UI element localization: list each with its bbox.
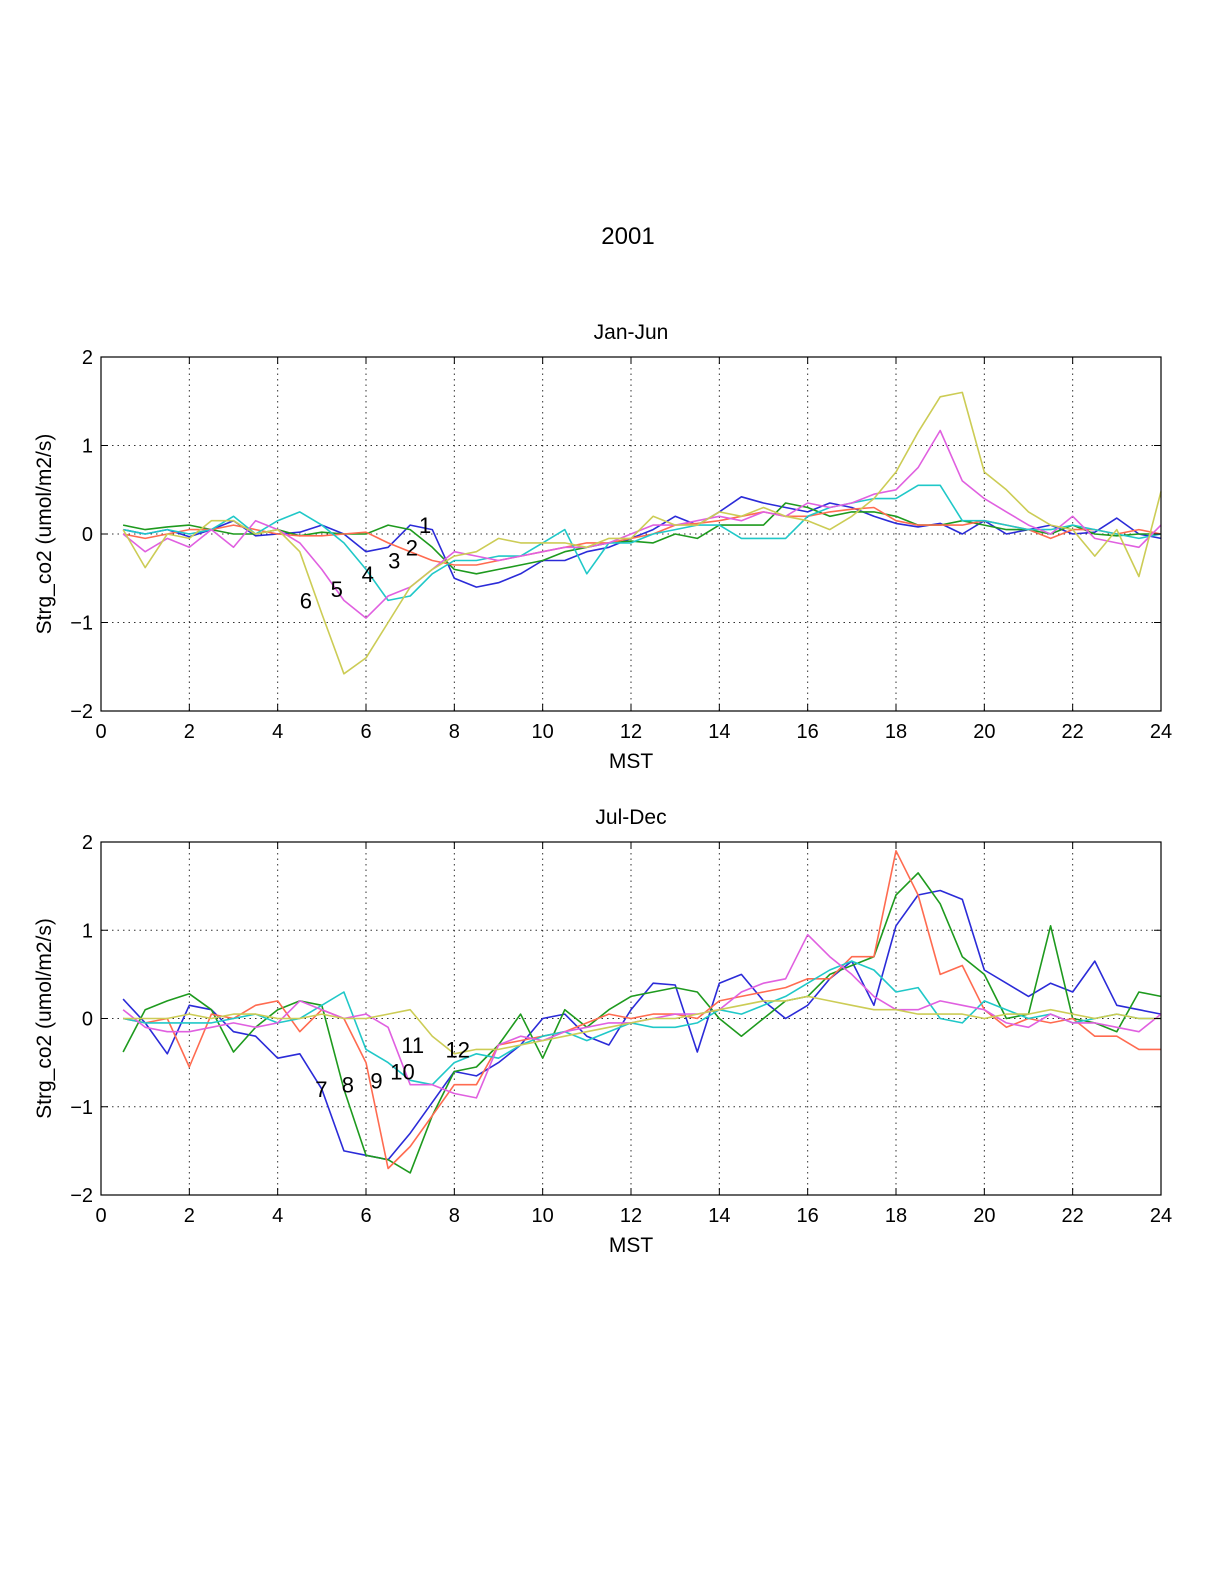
curve-label: 10	[390, 1059, 414, 1084]
x-axis-label: MST	[609, 750, 654, 773]
x-tick-label: 12	[620, 1205, 642, 1227]
curve-label: 8	[342, 1073, 354, 1098]
plots-container: 0 2 4 6 8 10 12 14 16 18 20 22 24−2−1012Jan-JunMSTSt…	[33, 321, 1172, 1257]
x-tick-label: 14	[708, 1205, 730, 1227]
y-axis-label: Strg_co2 (umol/m2/s)	[33, 918, 56, 1119]
curve-label: 3	[388, 549, 400, 574]
subplot-1: 0 2 4 6 8 10 12 14 16 18 20 22 24−2−1012Jan-JunMSTSt…	[33, 321, 1172, 773]
x-tick-label: 0	[95, 721, 106, 743]
x-tick-label: 8	[449, 721, 460, 743]
curve-label: 6	[300, 588, 312, 613]
series-line-5	[122, 429, 1162, 619]
y-tick-label: 1	[82, 436, 93, 458]
series-line-6	[122, 391, 1162, 675]
x-tick-label: 20	[973, 1205, 995, 1227]
x-tick-label: 18	[885, 1205, 907, 1227]
curve-label: 11	[401, 1033, 424, 1058]
figure-title: 2001	[601, 223, 654, 250]
x-tick-label: 0	[95, 1205, 106, 1227]
curve-label: 12	[446, 1037, 470, 1062]
series-line-7	[122, 889, 1162, 1161]
x-tick-label: 22	[1062, 721, 1084, 743]
x-tick-label: 2	[184, 721, 195, 743]
series-line-8	[122, 872, 1162, 1174]
x-tick-label: 6	[360, 721, 371, 743]
subplot-title: Jul-Dec	[595, 806, 666, 829]
y-tick-label: −1	[70, 1097, 93, 1119]
x-tick-label: 22	[1062, 1205, 1084, 1227]
curve-label: 4	[362, 562, 374, 587]
x-tick-label: 24	[1150, 1205, 1172, 1227]
x-tick-label: 14	[708, 721, 730, 743]
x-tick-label: 6	[360, 1205, 371, 1227]
y-tick-label: 0	[82, 1009, 93, 1031]
x-tick-label: 16	[797, 721, 819, 743]
x-tick-label: 8	[449, 1205, 460, 1227]
y-tick-label: −2	[70, 701, 93, 723]
x-tick-label: 4	[272, 721, 283, 743]
subplot-2: 0 2 4 6 8 10 12 14 16 18 20 22 24−2−1012Jul-DecMSTSt…	[33, 806, 1172, 1257]
y-tick-label: 0	[82, 524, 93, 546]
curve-label: 9	[370, 1068, 382, 1093]
series-line-1	[122, 495, 1162, 588]
x-tick-label: 20	[973, 721, 995, 743]
series-line-12	[123, 995, 1161, 1055]
y-tick-label: 2	[82, 832, 93, 854]
y-tick-label: 1	[82, 920, 93, 942]
x-tick-label: 4	[272, 1205, 283, 1227]
y-axis-label: Strg_co2 (umol/m2/s)	[33, 434, 56, 635]
subplot-title: Jan-Jun	[594, 321, 669, 344]
y-tick-label: 2	[82, 347, 93, 369]
series-line-4	[122, 484, 1162, 602]
x-tick-label: 24	[1150, 721, 1172, 743]
x-axis-label: MST	[609, 1234, 654, 1257]
x-tick-label: 2	[184, 1205, 195, 1227]
x-tick-label: 10	[532, 1205, 554, 1227]
x-tick-label: 10	[532, 721, 554, 743]
curve-label: 2	[406, 535, 418, 560]
x-tick-label: 16	[797, 1205, 819, 1227]
curve-label: 7	[315, 1077, 327, 1102]
x-tick-label: 12	[620, 721, 642, 743]
y-tick-label: −1	[70, 613, 93, 635]
curve-label: 5	[331, 577, 343, 602]
series-line-3	[122, 506, 1162, 566]
y-tick-label: −2	[70, 1185, 93, 1207]
curve-label: 1	[419, 513, 431, 538]
x-tick-label: 18	[885, 721, 907, 743]
